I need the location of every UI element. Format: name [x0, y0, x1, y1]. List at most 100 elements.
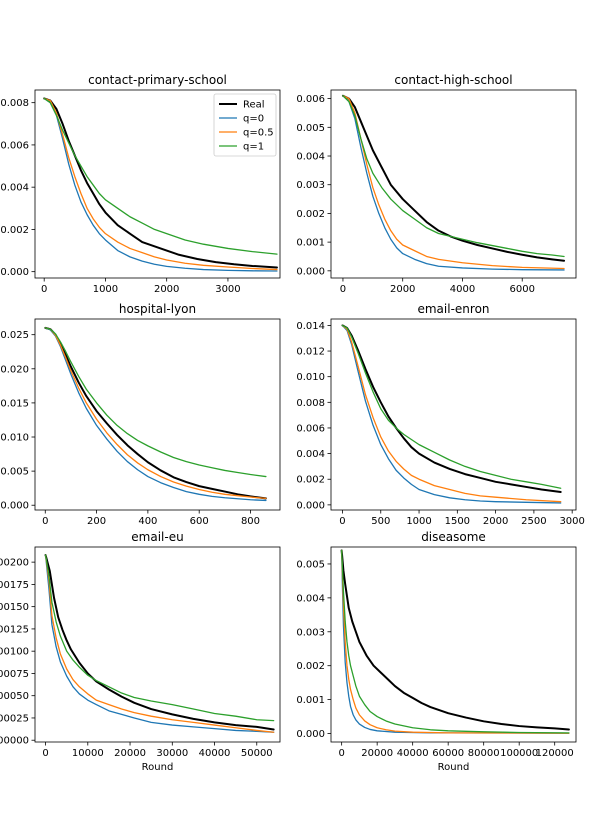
series-line-real [43, 97, 278, 269]
y-tick-label: 0.00025 [0, 713, 29, 724]
series-line-q-0 [341, 324, 562, 504]
y-tick-label: 0.010 [296, 372, 325, 383]
x-tick-label: 80000 [468, 748, 500, 759]
y-tick-label: 0.006 [296, 423, 325, 434]
y-tick-label: 0.00050 [0, 691, 29, 702]
legend-label: Real [243, 100, 265, 111]
y-tick-label: 0.00150 [0, 602, 29, 613]
x-tick-label: 20000 [361, 748, 393, 759]
series-line-q-0-5 [342, 95, 565, 270]
x-tick-label: 2000 [483, 516, 508, 527]
legend-box [213, 93, 277, 157]
y-tick-label: 0.004 [0, 183, 29, 194]
y-tick-label: 0.008 [0, 98, 29, 109]
x-tick-label: 6000 [509, 284, 534, 295]
x-tick-label: 1500 [445, 516, 470, 527]
chart-panel-2: 0 200 400 600 800 0.000 0.005 0.010 0.015 0.020 0.… [0, 302, 281, 527]
x-tick-label: 0 [338, 748, 344, 759]
y-tick-label: 0.00125 [0, 624, 29, 635]
x-tick-label: 120000 [536, 748, 574, 759]
series-line-q-0-5 [44, 327, 267, 500]
x-tick-label: 2500 [521, 516, 546, 527]
x-tick-label: 20000 [114, 748, 146, 759]
series-line-real [44, 326, 267, 500]
y-tick-label: 0.005 [296, 123, 325, 134]
y-tick-label: 0.00100 [0, 647, 29, 658]
series-line-q-0-5 [341, 549, 570, 734]
y-tick-label: 0.008 [296, 398, 325, 409]
series-line-q-0-5 [43, 97, 278, 271]
y-tick-label: 0.002 [296, 209, 325, 220]
series-line-q-0-5 [44, 554, 275, 733]
x-tick-label: 600 [190, 516, 209, 527]
series-line-real [340, 549, 570, 731]
x-tick-label: 2000 [390, 284, 415, 295]
x-axis-label: Round [438, 762, 470, 773]
y-tick-label: 0.001 [296, 695, 325, 706]
series-line-q-0 [44, 327, 267, 502]
y-tick-label: 0.004 [296, 152, 325, 163]
x-tick-label: 40000 [397, 748, 429, 759]
x-tick-label: 100000 [500, 748, 538, 759]
y-tick-label: 0.020 [0, 364, 29, 375]
x-tick-label: 30000 [156, 748, 188, 759]
y-tick-label: 0.015 [0, 398, 29, 409]
x-tick-label: 1000 [406, 516, 431, 527]
x-tick-label: 2000 [154, 284, 179, 295]
y-tick-label: 0.005 [0, 467, 29, 478]
chart-title: hospital-lyon [119, 302, 196, 316]
plot-frame [34, 318, 281, 511]
x-axis-label: Round [142, 762, 174, 773]
series-line-q-0 [44, 554, 275, 733]
x-tick-label: 200 [87, 516, 106, 527]
series-line-q-0-5 [341, 324, 562, 503]
y-tick-label: 0.00200 [0, 558, 29, 569]
legend: Real q=0 q=0.5 q=1 [213, 93, 277, 157]
y-tick-label: 0.005 [296, 559, 325, 570]
y-tick-label: 0.025 [0, 330, 29, 341]
plot-frame [330, 546, 577, 743]
x-tick-label: 0 [41, 284, 47, 295]
series-line-q-1 [342, 95, 565, 258]
series-line-real [44, 554, 275, 731]
y-tick-label: 0.004 [296, 593, 325, 604]
y-tick-label: 0.010 [0, 433, 29, 444]
y-tick-label: 0.001 [296, 238, 325, 249]
x-tick-label: 500 [371, 516, 390, 527]
y-tick-label: 0.014 [296, 321, 325, 332]
y-tick-label: 0.006 [0, 140, 29, 151]
chart-panel-0: 0 1000 2000 3000 0.000 0.002 0.004 0.006 0.008 co… [0, 73, 281, 295]
y-tick-label: 0.00075 [0, 669, 29, 680]
chart-title: diseasome [421, 530, 486, 544]
y-tick-label: 0.000 [0, 267, 29, 278]
y-tick-label: 0.003 [296, 180, 325, 191]
x-tick-label: 1000 [93, 284, 118, 295]
chart-title: contact-primary-school [88, 73, 227, 87]
plot-frame [330, 318, 577, 511]
y-tick-label: 0.002 [296, 661, 325, 672]
y-tick-label: 0.00175 [0, 580, 29, 591]
plot-frame [34, 546, 281, 743]
chart-title: contact-high-school [394, 73, 512, 87]
plot-frame [34, 89, 281, 279]
series-line-q-0 [341, 549, 570, 734]
series-line-real [341, 94, 566, 262]
y-tick-label: 0.000 [296, 266, 325, 277]
legend-label: q=1 [243, 142, 264, 153]
y-tick-label: 0.002 [296, 475, 325, 486]
y-tick-label: 0.003 [296, 627, 325, 638]
chart-panel-1: 0 2000 4000 6000 0.000 0.001 0.002 0.003 0.004 0.… [296, 73, 577, 295]
chart-title: email-eu [131, 530, 183, 544]
series-line-q-1 [44, 327, 267, 478]
y-tick-label: 0.000 [0, 501, 29, 512]
series-line-q-1 [341, 324, 562, 489]
y-tick-label: 0.000 [296, 500, 325, 511]
y-tick-label: 0.00000 [0, 736, 29, 747]
x-tick-label: 60000 [432, 748, 464, 759]
series-line-q-1 [44, 554, 275, 722]
series-line-q-1 [341, 549, 570, 734]
x-tick-label: 40000 [199, 748, 231, 759]
x-tick-label: 400 [138, 516, 157, 527]
